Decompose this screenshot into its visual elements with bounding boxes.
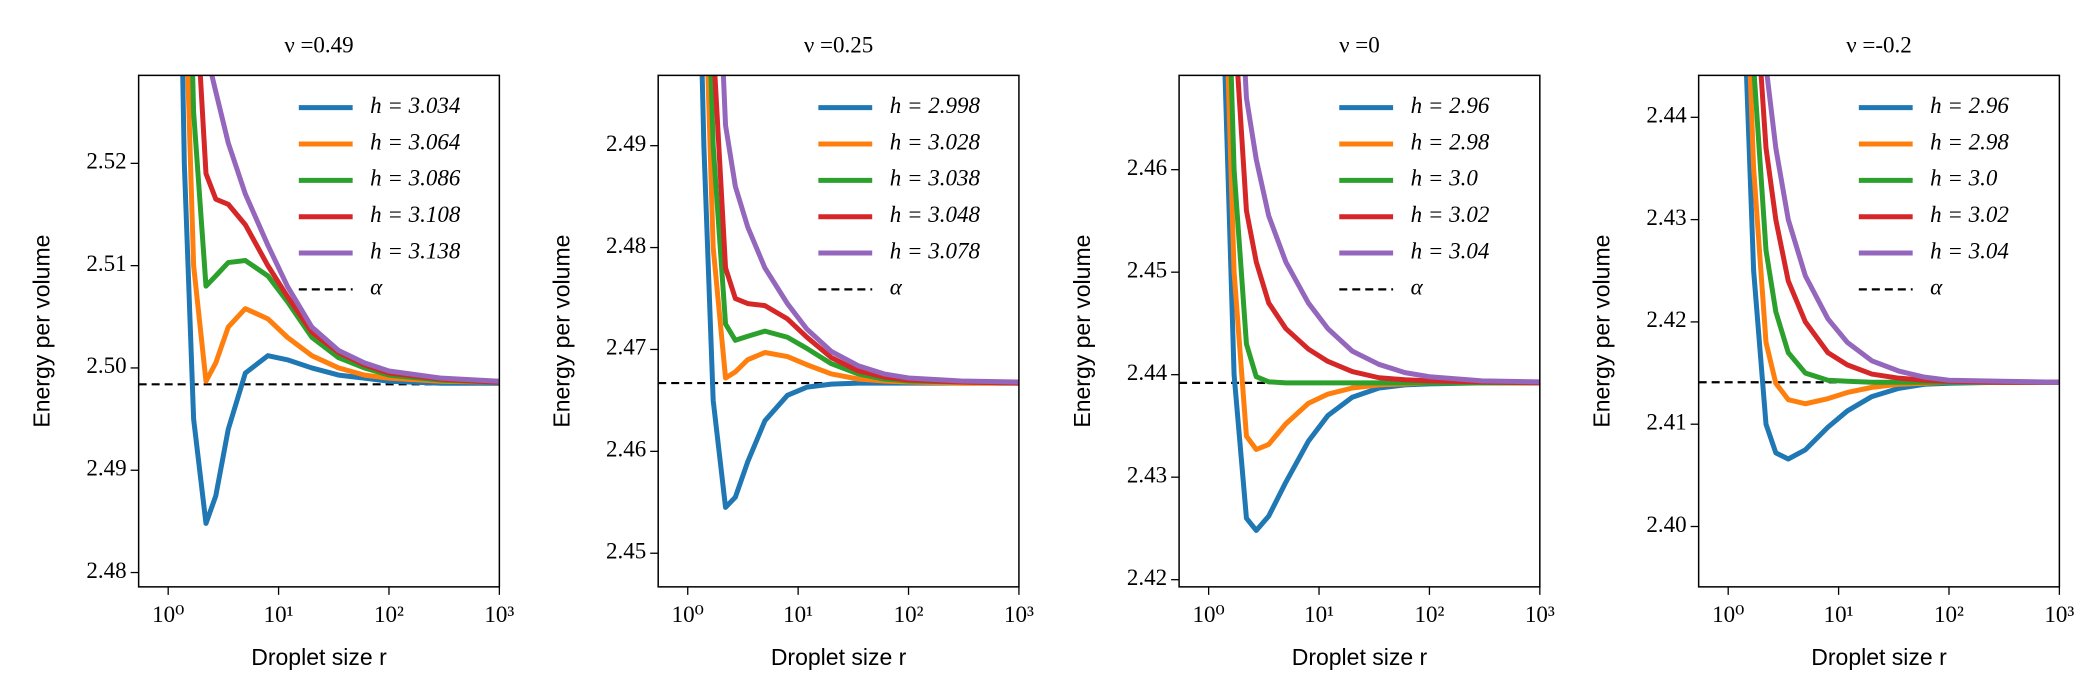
legend-label: h = 3.038 bbox=[890, 166, 981, 191]
legend-label: h = 2.96 bbox=[1411, 93, 1490, 118]
legend-label: h = 3.086 bbox=[370, 166, 461, 191]
axes-frame bbox=[1178, 74, 1541, 588]
legend-label: h = 2.98 bbox=[1930, 129, 2009, 154]
legend-label: α bbox=[370, 275, 383, 300]
subplot-title: ν =-0.2 bbox=[1846, 33, 1912, 58]
series-line bbox=[1242, 75, 1540, 385]
x-tick-label: 10⁰ bbox=[1712, 602, 1744, 627]
legend-label: h = 3.04 bbox=[1411, 238, 1490, 263]
y-tick-label: 2.51 bbox=[86, 251, 126, 276]
y-tick-label: 2.44 bbox=[1127, 360, 1168, 385]
legend-label: h = 2.96 bbox=[1930, 93, 2009, 118]
legend-label: h = 3.034 bbox=[370, 93, 460, 118]
x-tick-label: 10³ bbox=[1004, 602, 1034, 627]
legend-label: h = 3.0 bbox=[1411, 166, 1479, 191]
y-axis-label: Energy per volume bbox=[1069, 235, 1095, 428]
y-tick-label: 2.42 bbox=[1646, 307, 1686, 332]
subplot-title: ν =0 bbox=[1339, 33, 1380, 58]
y-tick-label: 2.44 bbox=[1646, 103, 1687, 128]
y-tick-label: 2.45 bbox=[606, 539, 646, 564]
y-axis-label: Energy per volume bbox=[548, 235, 574, 428]
y-tick-label: 2.48 bbox=[606, 233, 646, 258]
legend-label: h = 3.04 bbox=[1930, 238, 2009, 263]
y-tick-label: 2.49 bbox=[606, 131, 646, 156]
x-tick-label: 10⁰ bbox=[672, 602, 704, 627]
y-tick-label: 2.45 bbox=[1127, 257, 1167, 282]
x-tick-label: 10² bbox=[374, 602, 404, 627]
y-tick-label: 2.52 bbox=[86, 149, 126, 174]
x-tick-label: 10⁰ bbox=[152, 602, 184, 627]
legend-label: h = 3.138 bbox=[370, 238, 461, 263]
x-axis-label: Droplet size r bbox=[771, 644, 907, 670]
subplot: ν =0.49 Droplet size r Energy per volume 10… bbox=[29, 33, 515, 670]
y-tick-label: 2.47 bbox=[606, 335, 646, 360]
series-line bbox=[1222, 75, 1540, 533]
legend-label: h = 3.108 bbox=[370, 202, 461, 227]
legend-label: α bbox=[890, 275, 903, 300]
x-tick-label: 10¹ bbox=[264, 602, 294, 627]
axes-frame bbox=[1697, 74, 2061, 588]
legend-label: h = 2.98 bbox=[1411, 129, 1490, 154]
y-axis-label: Energy per volume bbox=[29, 235, 55, 428]
legend-label: h = 2.998 bbox=[890, 93, 981, 118]
series-line bbox=[1764, 75, 2060, 385]
axes-frame bbox=[657, 74, 1020, 588]
subplot-title: ν =0.49 bbox=[284, 33, 353, 58]
y-tick-label: 2.48 bbox=[86, 558, 126, 583]
legend-label: h = 3.028 bbox=[890, 129, 981, 154]
x-tick-label: 10¹ bbox=[1824, 602, 1854, 627]
legend-label: h = 3.0 bbox=[1930, 166, 1998, 191]
x-tick-label: 10³ bbox=[2044, 602, 2074, 627]
x-axis-label: Droplet size r bbox=[1811, 644, 1947, 670]
y-tick-label: 2.49 bbox=[86, 456, 126, 481]
y-axis-label: Energy per volume bbox=[1589, 235, 1615, 428]
legend-label: α bbox=[1930, 275, 1943, 300]
x-tick-label: 10¹ bbox=[1304, 602, 1334, 627]
subplot: ν =0.25 Droplet size r Energy per volume 10… bbox=[548, 33, 1034, 670]
y-tick-label: 2.41 bbox=[1646, 409, 1686, 434]
x-tick-label: 10⁰ bbox=[1193, 602, 1225, 627]
subplot-title: ν =0.25 bbox=[804, 33, 873, 58]
legend-label: h = 3.048 bbox=[890, 202, 981, 227]
series-line bbox=[720, 75, 1019, 385]
y-tick-label: 2.46 bbox=[1127, 155, 1167, 180]
x-tick-label: 10¹ bbox=[783, 602, 813, 627]
legend-label: h = 3.064 bbox=[370, 129, 460, 154]
x-tick-label: 10² bbox=[894, 602, 924, 627]
series-line bbox=[180, 75, 500, 526]
x-tick-label: 10² bbox=[1414, 602, 1444, 627]
axes-frame bbox=[137, 74, 501, 588]
series-line bbox=[185, 75, 500, 385]
subplot: ν =0 Droplet size r Energy per volume 10⁰ 10… bbox=[1069, 33, 1555, 670]
x-axis-label: Droplet size r bbox=[251, 644, 387, 670]
legend-label: α bbox=[1411, 275, 1424, 300]
y-tick-label: 2.40 bbox=[1646, 512, 1686, 537]
legend-label: h = 3.078 bbox=[890, 238, 981, 263]
series-line bbox=[1744, 75, 2060, 462]
x-tick-label: 10³ bbox=[1525, 602, 1555, 627]
series-line bbox=[1235, 75, 1540, 386]
y-tick-label: 2.50 bbox=[86, 353, 126, 378]
x-tick-label: 10³ bbox=[484, 602, 514, 627]
x-axis-label: Droplet size r bbox=[1292, 644, 1428, 670]
legend-label: h = 3.02 bbox=[1930, 202, 2009, 227]
y-tick-label: 2.42 bbox=[1127, 565, 1167, 590]
y-tick-label: 2.43 bbox=[1646, 205, 1686, 230]
series-line bbox=[209, 75, 500, 384]
y-tick-label: 2.43 bbox=[1127, 462, 1167, 487]
x-tick-label: 10² bbox=[1934, 602, 1964, 627]
subplot: ν =-0.2 Droplet size r Energy per volume 10… bbox=[1589, 33, 2075, 670]
legend-label: h = 3.02 bbox=[1411, 202, 1490, 227]
y-tick-label: 2.46 bbox=[606, 437, 646, 462]
